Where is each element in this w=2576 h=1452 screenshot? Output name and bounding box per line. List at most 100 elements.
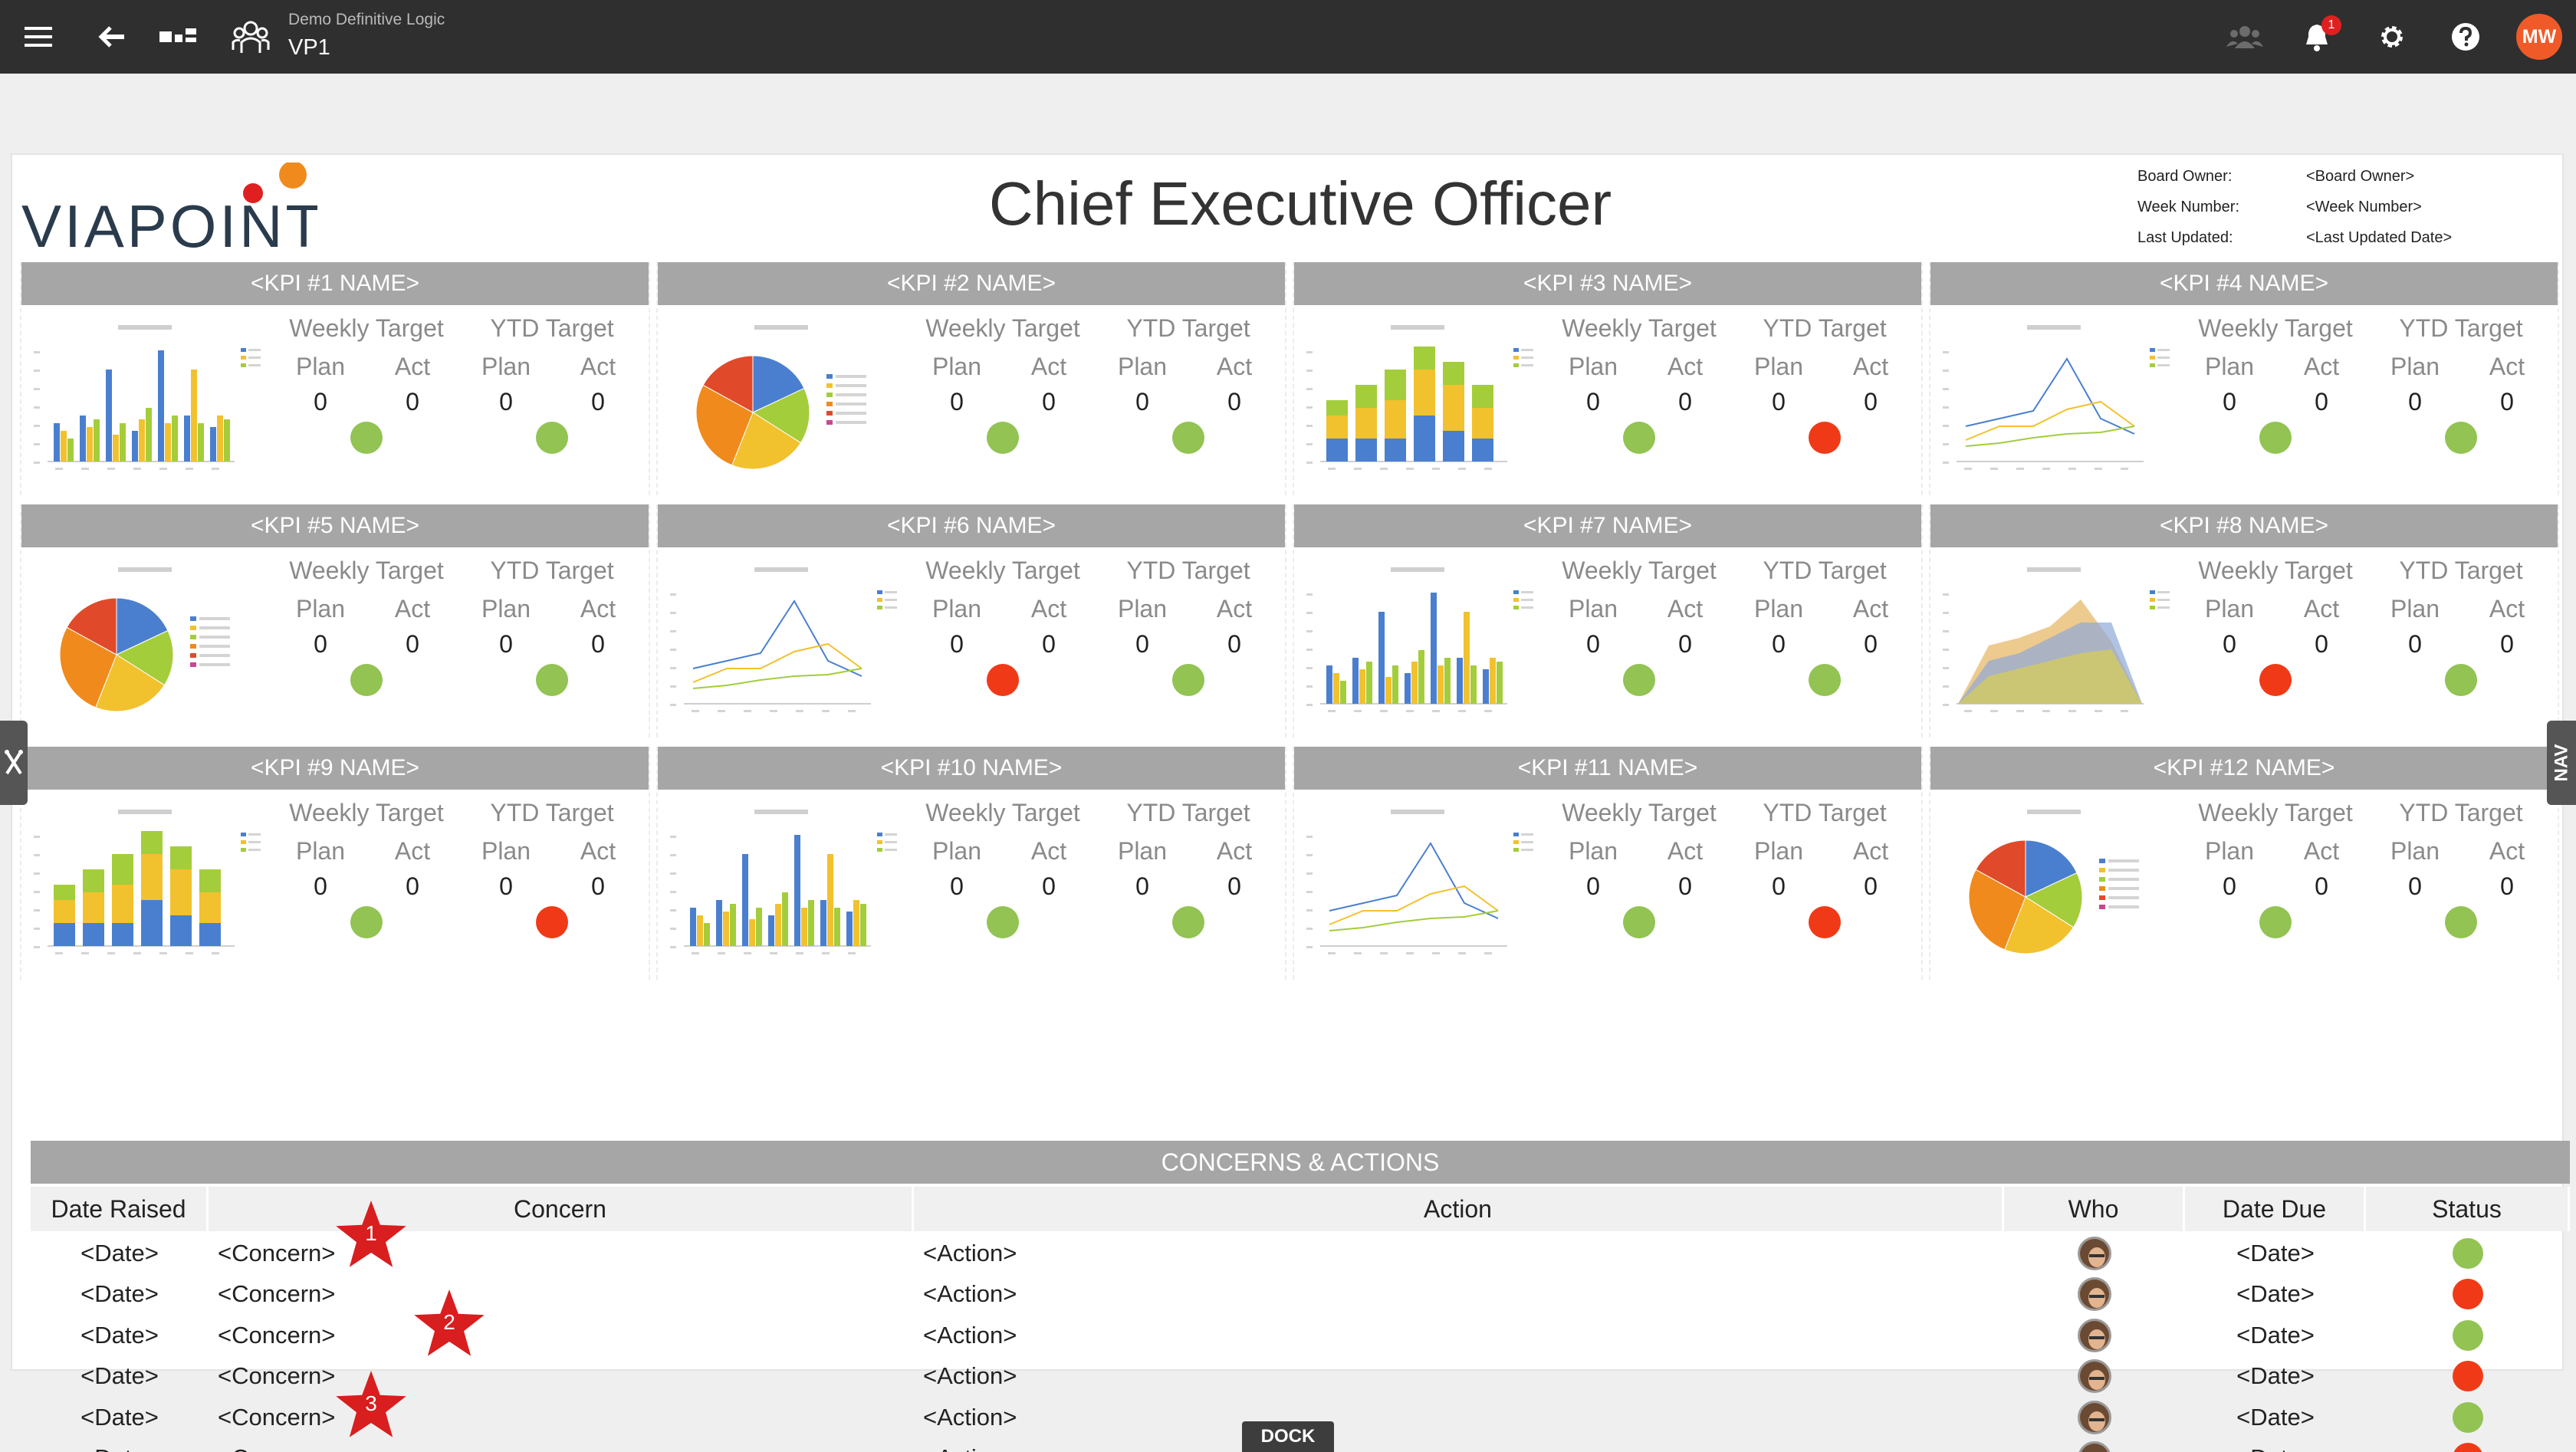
- column-header[interactable]: Status: [2366, 1187, 2570, 1231]
- x-tick-mark: [848, 710, 856, 712]
- plan-label: Plan: [1753, 595, 1804, 623]
- legend-swatch: [1513, 356, 1519, 360]
- column-header[interactable]: Action: [914, 1187, 2004, 1231]
- stacked-segment: [112, 885, 133, 923]
- menu-icon[interactable]: [17, 0, 60, 74]
- back-arrow-icon[interactable]: [90, 0, 133, 74]
- date-due-cell: <Date>: [2185, 1438, 2366, 1452]
- pie-slice: [2025, 839, 2078, 898]
- kpi-chart[interactable]: [1299, 796, 1536, 969]
- kpi-card[interactable]: <KPI #12 NAME> Weekly Target Plan Act 0 0 YTD …: [1929, 747, 2559, 980]
- x-tick-mark: [1964, 710, 1972, 712]
- kpi-card[interactable]: <KPI #10 NAME> Weekly Target Plan Act 0 0 YTD …: [656, 747, 1286, 980]
- star-marker[interactable]: 2: [412, 1286, 486, 1360]
- concern-cell: <Concern>: [218, 1403, 336, 1431]
- help-icon[interactable]: [2444, 0, 2487, 74]
- table-row[interactable]: <Date> <Concern> <Action> <Date>: [31, 1356, 2570, 1397]
- bar: [172, 416, 178, 462]
- kpi-chart[interactable]: [26, 796, 264, 969]
- dock-tab[interactable]: DOCK: [1242, 1421, 1334, 1452]
- kpi-card[interactable]: <KPI #11 NAME> Weekly Target Plan Act 0 0 YTD …: [1293, 747, 1923, 980]
- kpi-chart[interactable]: [26, 311, 264, 485]
- legend-swatch: [241, 356, 246, 360]
- kpi-card[interactable]: <KPI #5 NAME> Weekly Target Plan Act 0 0 YTD T…: [20, 504, 650, 737]
- status-indicator: [2453, 1279, 2483, 1309]
- kpi-chart[interactable]: [1935, 796, 2173, 969]
- tools-tab[interactable]: [0, 721, 28, 805]
- ytd-target: YTD Target Plan Act 0 0: [1733, 554, 1917, 696]
- kpi-mini-chart: [662, 554, 900, 727]
- table-row[interactable]: <Date> <Concern> <Action> <Date>: [31, 1233, 2570, 1273]
- bar: [1464, 612, 1470, 704]
- kpi-card[interactable]: <KPI #1 NAME> Weekly Target Plan Act 0 0 YTD T…: [20, 262, 650, 495]
- act-label: Act: [394, 837, 431, 865]
- kpi-name: <KPI #11 NAME>: [1294, 747, 1921, 790]
- kpi-card[interactable]: <KPI #4 NAME> Weekly Target Plan Act 0 0 YTD T…: [1929, 262, 2559, 495]
- pie-slice: [695, 384, 754, 466]
- weekly-target-title: Weekly Target: [1562, 557, 1717, 584]
- plan-act-labels: Plan Act: [911, 350, 1095, 385]
- kpi-card[interactable]: <KPI #2 NAME> Weekly Target Plan Act 0 0 YTD T…: [656, 262, 1286, 495]
- y-tick-mark: [34, 946, 40, 948]
- kpi-card[interactable]: <KPI #3 NAME> Weekly Target Plan Act 0 0 YTD T…: [1293, 262, 1923, 495]
- people-icon[interactable]: [2223, 0, 2266, 74]
- kpi-chart[interactable]: [1935, 554, 2173, 727]
- kpi-card[interactable]: <KPI #8 NAME> Weekly Target Plan Act 0 0 YTD T…: [1929, 504, 2559, 737]
- avatar[interactable]: [2078, 1441, 2111, 1452]
- bell-icon[interactable]: [2295, 0, 2338, 74]
- legend-swatch: [877, 833, 882, 836]
- kpi-card[interactable]: <KPI #9 NAME> Weekly Target Plan Act 0 0 YTD T…: [20, 747, 650, 980]
- brand: Demo Definitive Logic VP1: [288, 11, 445, 61]
- table-row[interactable]: <Date> <Concern> <Action> <Date>: [31, 1438, 2570, 1452]
- plan-act-labels: Plan Act: [911, 592, 1095, 627]
- plan-value: 0: [2408, 872, 2422, 900]
- series-line: [1329, 885, 1499, 925]
- avatar[interactable]: [2078, 1400, 2111, 1434]
- avatar[interactable]: [2078, 1359, 2111, 1393]
- kpi-chart[interactable]: [662, 796, 900, 969]
- nav-tab[interactable]: NAV: [2547, 721, 2576, 805]
- chart-title-mark: [754, 810, 808, 814]
- gear-icon[interactable]: [2371, 0, 2413, 74]
- kpi-card[interactable]: <KPI #7 NAME> Weekly Target Plan Act 0 0 YTD T…: [1293, 504, 1923, 737]
- star-marker[interactable]: 3: [334, 1368, 408, 1441]
- team-icon[interactable]: [228, 0, 273, 74]
- bar: [704, 923, 710, 946]
- table-row[interactable]: <Date> <Concern> <Action> <Date>: [31, 1274, 2570, 1315]
- avatar[interactable]: [2078, 1277, 2111, 1311]
- plan-value: 0: [314, 872, 327, 900]
- user-avatar[interactable]: MW: [2516, 14, 2562, 60]
- kpi-name: <KPI #3 NAME>: [1294, 262, 1921, 305]
- table-row[interactable]: <Date> <Concern> <Action> <Date>: [31, 1315, 2570, 1355]
- layout-icon[interactable]: [155, 0, 201, 74]
- page-title: Chief Executive Officer: [988, 169, 1612, 238]
- app-name: VP1: [288, 35, 330, 60]
- action-cell: <Action>: [923, 1403, 1017, 1431]
- kpi-card[interactable]: <KPI #6 NAME> Weekly Target Plan Act 0 0 YTD T…: [656, 504, 1286, 737]
- plan-act-labels: Plan Act: [1096, 350, 1280, 385]
- y-tick-mark: [1306, 836, 1313, 838]
- kpi-chart[interactable]: [1299, 554, 1536, 727]
- ytd-target-title: YTD Target: [2399, 557, 2523, 584]
- x-tick-mark: [822, 952, 830, 954]
- kpi-chart[interactable]: [1935, 311, 2173, 485]
- plan-label: Plan: [2204, 837, 2255, 865]
- act-label: Act: [1216, 595, 1253, 623]
- weekly-target-title: Weekly Target: [1562, 799, 1717, 826]
- table-row[interactable]: <Date> <Concern> <Action> <Date>: [31, 1397, 2570, 1437]
- kpi-chart[interactable]: [1299, 311, 1536, 485]
- column-header[interactable]: Who: [2004, 1187, 2185, 1231]
- kpi-mini-chart: [1935, 311, 2173, 485]
- notification-badge[interactable]: 1: [2321, 15, 2341, 35]
- kpi-chart[interactable]: [662, 311, 900, 485]
- kpi-chart[interactable]: [26, 554, 264, 727]
- star-marker[interactable]: 1: [334, 1197, 408, 1271]
- avatar[interactable]: [2078, 1236, 2111, 1270]
- column-header[interactable]: Date Due: [2185, 1187, 2366, 1231]
- avatar[interactable]: [2078, 1318, 2111, 1352]
- column-header[interactable]: Date Raised: [31, 1187, 209, 1231]
- legend-swatch: [2099, 877, 2105, 882]
- kpi-name: <KPI #2 NAME>: [658, 262, 1285, 305]
- column-header[interactable]: Concern: [209, 1187, 914, 1231]
- kpi-chart[interactable]: [662, 554, 900, 727]
